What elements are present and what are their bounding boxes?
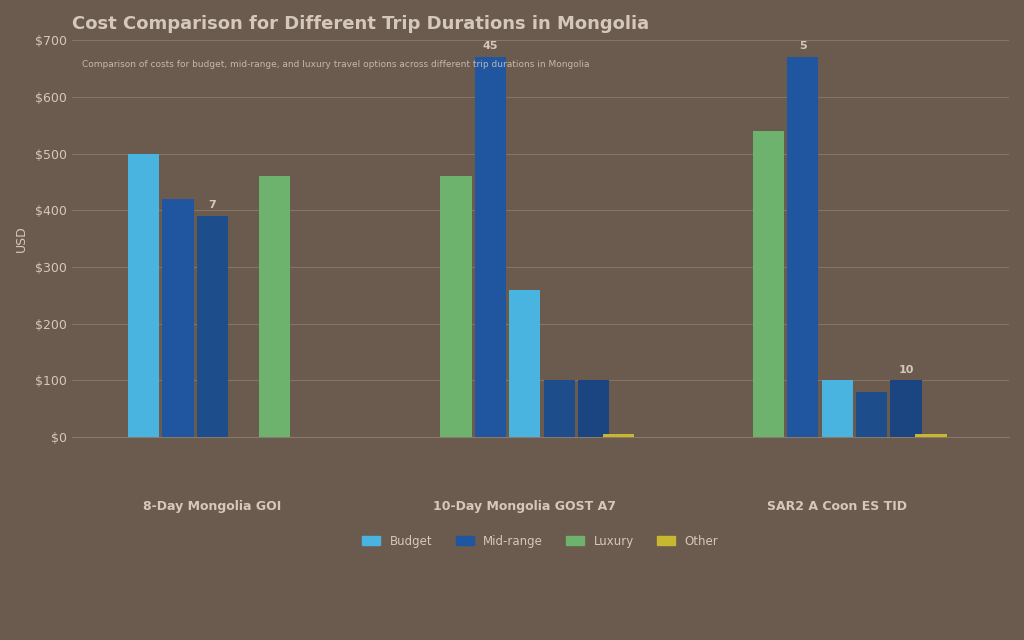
Bar (856, 392, 887, 437)
Bar (821, 380, 853, 437)
Bar (544, 380, 574, 437)
Y-axis label: USD: USD (15, 225, 28, 252)
Text: 5: 5 (799, 42, 807, 51)
Text: Comparison of costs for budget, mid-range, and luxury travel options across diff: Comparison of costs for budget, mid-rang… (82, 60, 590, 69)
Bar (787, 57, 818, 437)
Text: 7: 7 (209, 200, 216, 210)
Bar (578, 380, 609, 437)
Bar (603, 434, 634, 437)
Bar (509, 290, 541, 437)
Bar (753, 131, 784, 437)
Bar (915, 434, 946, 437)
Text: 10: 10 (898, 365, 913, 374)
Bar (163, 199, 194, 437)
Bar (128, 154, 160, 437)
Text: Cost Comparison for Different Trip Durations in Mongolia: Cost Comparison for Different Trip Durat… (72, 15, 649, 33)
Bar (890, 380, 922, 437)
Bar (440, 176, 472, 437)
Text: 45: 45 (482, 42, 498, 51)
Legend: Budget, Mid-range, Luxury, Other: Budget, Mid-range, Luxury, Other (357, 531, 723, 553)
Bar (475, 57, 506, 437)
Bar (197, 216, 228, 437)
Bar (259, 176, 291, 437)
